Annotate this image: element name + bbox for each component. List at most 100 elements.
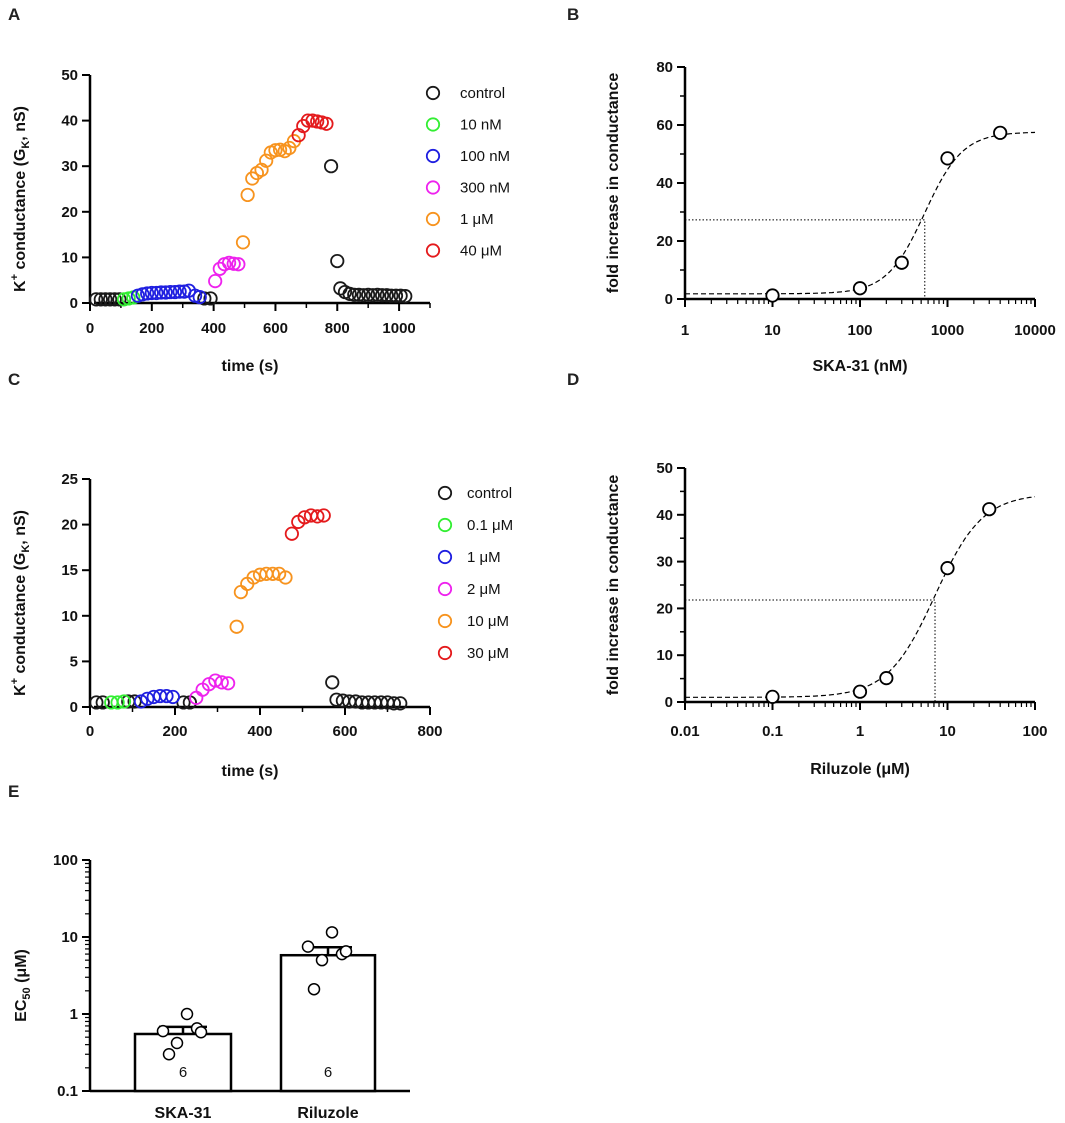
panel-b-y-tick-label: 0 <box>665 291 673 308</box>
panel-a-legend-marker <box>425 148 441 164</box>
panel-a-data-point <box>140 286 155 301</box>
panel-d-x-tick-label: 10 <box>939 723 956 740</box>
panel-a-data-point <box>379 288 394 303</box>
panel-a-data-point <box>361 287 376 302</box>
panel-e-n-label: 6 <box>179 1064 187 1081</box>
panel-a-x-tick-label: 200 <box>139 320 164 337</box>
panel-b-x-tick-label: 10 <box>764 322 781 339</box>
panel-a-legend-marker <box>425 180 441 195</box>
panel-e-individual-point <box>315 953 329 967</box>
panel-c-data-point <box>229 619 244 634</box>
panel-b-y-tick-label: 40 <box>656 175 673 192</box>
panel-b-y-axis-label: fold increase in conductance <box>605 73 622 294</box>
panel-a-data-point <box>393 288 408 303</box>
panel-a-data-point <box>365 288 380 303</box>
panel-c-y-tick-label: 25 <box>61 471 78 488</box>
panel-a-y-tick-label: 40 <box>61 113 78 130</box>
panel-d-data-point <box>852 684 868 699</box>
panel-c-legend-label: control <box>467 485 512 502</box>
panel-d-y-tick-label: 40 <box>656 507 673 524</box>
panel-c-data-point <box>233 584 248 600</box>
panel-e-individual-point <box>307 982 321 996</box>
panel-a-data-point <box>112 292 127 307</box>
panel-c-x-tick-label: 400 <box>247 723 272 740</box>
panel-a-legend-label: 100 nM <box>460 148 510 165</box>
panel-e-category-label: SKA-31 <box>155 1105 212 1122</box>
panel-d-x-axis-label: Riluzole (μM) <box>810 761 910 778</box>
panel-a-data-point <box>356 288 371 303</box>
panel-c-label: C <box>8 370 20 389</box>
panel-a-data-point <box>93 292 108 307</box>
panel-a-x-tick-label: 1000 <box>382 320 415 337</box>
panel-a-y-axis-label: K+ conductance (GK, nS) <box>9 106 32 292</box>
panel-a-data-point <box>231 257 246 272</box>
panel-a-x-tick-label: 400 <box>201 320 226 337</box>
panel-c-legend-label: 0.1 μM <box>467 517 513 534</box>
panel-a-label: A <box>8 5 20 24</box>
panel-c-data-point <box>221 676 236 691</box>
panel-c-y-tick-label: 10 <box>61 608 78 625</box>
panel-e-individual-point <box>325 926 339 939</box>
panel-e-y-tick-label: 100 <box>53 852 78 869</box>
panel-c-legend-marker <box>437 645 453 661</box>
panel-a-data-point <box>374 288 390 303</box>
panel-c-data-point <box>265 566 280 581</box>
panel-c-data-point <box>95 695 110 710</box>
panel-a-data-point <box>149 285 164 301</box>
panel-e-individual-point <box>162 1048 176 1061</box>
panel-d-x-tick-label: 0.1 <box>762 723 783 740</box>
panel-c-x-tick-label: 600 <box>332 723 357 740</box>
panel-d-x-tick-label: 1 <box>856 723 864 740</box>
panel-c-y-tick-label: 15 <box>61 562 78 579</box>
panel-c-data-point <box>284 526 299 541</box>
panel-c-legend-label: 10 μM <box>467 613 509 630</box>
panel-a-data-point <box>158 285 173 300</box>
panel-a-data-point <box>259 153 274 168</box>
panel-b-x-tick-label: 1 <box>681 322 689 339</box>
panel-d-fit-curve <box>685 496 1036 698</box>
panel-c-data-point <box>310 509 325 524</box>
panel-c-y-tick-label: 20 <box>61 517 78 534</box>
panel-a-legend-label: 300 nM <box>460 180 510 197</box>
panel-e-individual-point <box>156 1024 170 1038</box>
panel-a-data-point <box>208 274 223 289</box>
panel-c-legend-marker <box>437 485 453 501</box>
panel-d-data-point <box>940 561 955 576</box>
panel-c-data-point <box>316 508 331 523</box>
panel-e-individual-point <box>170 1036 184 1050</box>
panel-a-x-tick-label: 600 <box>263 320 288 337</box>
panel-c-data-point <box>165 689 180 705</box>
panel-c-legend-marker <box>437 517 453 533</box>
panel-c-data-point <box>89 695 104 710</box>
panel-a-data-point <box>89 292 104 307</box>
panel-c-data-point <box>110 695 125 710</box>
panel-d-y-tick-label: 50 <box>656 460 673 477</box>
panel-a-y-tick-label: 50 <box>61 67 78 84</box>
panel-c-y-tick-label: 0 <box>70 699 78 716</box>
panel-a-legend-marker <box>425 85 441 101</box>
panel-e-n-label: 6 <box>324 1064 332 1081</box>
panel-a-data-point <box>323 159 339 174</box>
panel-d-y-tick-label: 30 <box>656 554 673 571</box>
panel-a-y-tick-label: 30 <box>61 158 78 175</box>
panel-a-y-tick-label: 0 <box>70 295 78 312</box>
panel-e-label: E <box>8 782 19 801</box>
panel-a-legend-label: control <box>460 85 505 102</box>
panel-e-category-label: Riluzole <box>297 1105 358 1122</box>
panel-d-ec50-guide <box>685 599 936 702</box>
panel-b-fit-curve <box>685 131 1036 295</box>
panel-a-data-point <box>98 292 113 307</box>
panel-c-x-tick-label: 200 <box>162 723 187 740</box>
panel-a-x-tick-label: 0 <box>86 320 94 337</box>
panel-b-label: B <box>567 5 579 24</box>
panel-a-legend-label: 1 μM <box>460 211 494 228</box>
panel-d-y-axis-label: fold increase in conductance <box>605 475 622 696</box>
panel-d-data-point <box>982 502 997 517</box>
panel-e-individual-point <box>339 945 353 958</box>
panel-a-data-point <box>107 292 122 307</box>
panel-b-y-tick-label: 20 <box>656 233 673 250</box>
panel-c-x-tick-label: 0 <box>86 723 94 740</box>
panel-c-data-point <box>133 694 149 709</box>
panel-a-data-point <box>144 285 159 301</box>
panel-a-legend-label: 40 μM <box>460 243 502 260</box>
